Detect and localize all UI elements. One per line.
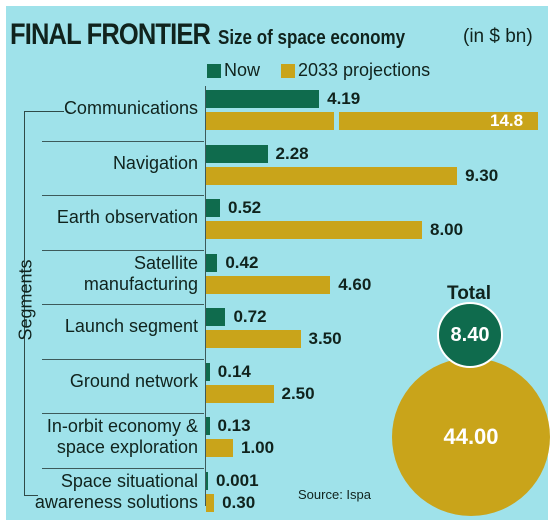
bar-now bbox=[206, 471, 208, 490]
category-label: Ground network bbox=[70, 371, 198, 392]
category-label-line: space exploration bbox=[56, 437, 198, 457]
category-label: Satellite manufacturing bbox=[84, 253, 198, 295]
row-separator bbox=[42, 249, 204, 251]
category-label: In-orbit economy & space exploration bbox=[47, 416, 198, 458]
bar-now bbox=[206, 417, 210, 435]
axis-label-segments: Segments bbox=[15, 259, 36, 341]
bar-now bbox=[206, 308, 226, 326]
category-label-line: Launch segment bbox=[64, 316, 198, 336]
value-label-projection: 4.60 bbox=[338, 274, 372, 294]
category-label-line: Communications bbox=[63, 98, 198, 118]
category-label-line: Ground network bbox=[69, 370, 198, 391]
row-separator bbox=[42, 413, 204, 414]
value-label-projection: 0.30 bbox=[222, 492, 256, 512]
bar-now bbox=[206, 90, 320, 108]
segments-bracket-bottom bbox=[24, 495, 38, 496]
legend-swatch-projection bbox=[281, 64, 295, 78]
value-label-projection: 8.00 bbox=[430, 220, 464, 239]
bar-now bbox=[206, 199, 221, 217]
row-separator bbox=[42, 358, 204, 360]
category-label-line: Satellite bbox=[133, 252, 198, 273]
total-projection-circle: 44.00 bbox=[392, 358, 550, 516]
category-label: Space situational awareness solutions bbox=[35, 471, 198, 513]
row-separator bbox=[42, 304, 204, 305]
bar-now bbox=[206, 144, 268, 163]
category-label: Earth observation bbox=[57, 207, 198, 228]
value-label-projection: 9.30 bbox=[465, 165, 499, 185]
bar-projection bbox=[206, 330, 301, 348]
value-label-now: 0.14 bbox=[217, 361, 251, 381]
value-label-projection: 3.50 bbox=[308, 329, 342, 348]
value-label-now: 0.001 bbox=[216, 470, 259, 490]
legend-label-projection: 2033 projections bbox=[298, 60, 431, 80]
value-label-now: 0.52 bbox=[228, 198, 262, 217]
bar-break-gap bbox=[334, 111, 339, 131]
value-label-projection: 2.50 bbox=[281, 383, 315, 403]
category-label: Navigation bbox=[113, 153, 198, 174]
value-label-projection: 14.8 bbox=[490, 111, 524, 130]
row-separator bbox=[42, 467, 204, 469]
category-label-line: Earth observation bbox=[56, 207, 198, 227]
segments-bracket-top bbox=[24, 111, 64, 112]
total-now-value: 8.40 bbox=[450, 323, 490, 346]
category-label: Launch segment bbox=[65, 316, 198, 337]
segments-bracket bbox=[24, 111, 25, 495]
source-note: Source: Ispa bbox=[298, 487, 371, 502]
chart-subtitle: Size of space economy bbox=[218, 27, 406, 49]
value-label-now: 0.42 bbox=[225, 252, 259, 272]
value-label-projection: 1.00 bbox=[241, 438, 275, 457]
bar-projection bbox=[206, 384, 274, 403]
category-label-line: manufacturing bbox=[83, 273, 198, 294]
value-label-now: 4.19 bbox=[327, 89, 361, 108]
chart-title: FINAL FRONTIER bbox=[10, 18, 211, 51]
bar-projection bbox=[206, 112, 538, 130]
bar-projection bbox=[206, 221, 422, 239]
value-label-now: 0.72 bbox=[233, 307, 267, 326]
bar-projection bbox=[206, 493, 215, 512]
value-label-now: 0.13 bbox=[217, 416, 251, 435]
value-label-now: 2.28 bbox=[275, 143, 309, 163]
total-now-circle: 8.40 bbox=[437, 302, 503, 368]
bar-projection bbox=[206, 275, 331, 294]
category-axis-line bbox=[205, 86, 206, 506]
bar-now bbox=[206, 253, 218, 272]
bar-projection bbox=[206, 439, 233, 457]
bar-projection bbox=[206, 166, 458, 185]
legend-swatch-now bbox=[207, 64, 221, 78]
row-separator bbox=[42, 140, 204, 142]
category-label: Communications bbox=[64, 98, 198, 119]
category-label-line: In-orbit economy & bbox=[46, 416, 198, 436]
total-projection-value: 44.00 bbox=[443, 424, 499, 449]
category-label-line: Navigation bbox=[112, 152, 198, 173]
category-label-line: Space situational bbox=[60, 470, 198, 491]
row-separator bbox=[42, 195, 204, 196]
legend-label-now: Now bbox=[224, 60, 261, 80]
category-label-line: awareness solutions bbox=[34, 491, 198, 512]
unit-label: (in $ bn) bbox=[463, 26, 533, 47]
bar-now bbox=[206, 362, 210, 381]
total-label: Total bbox=[447, 283, 491, 304]
